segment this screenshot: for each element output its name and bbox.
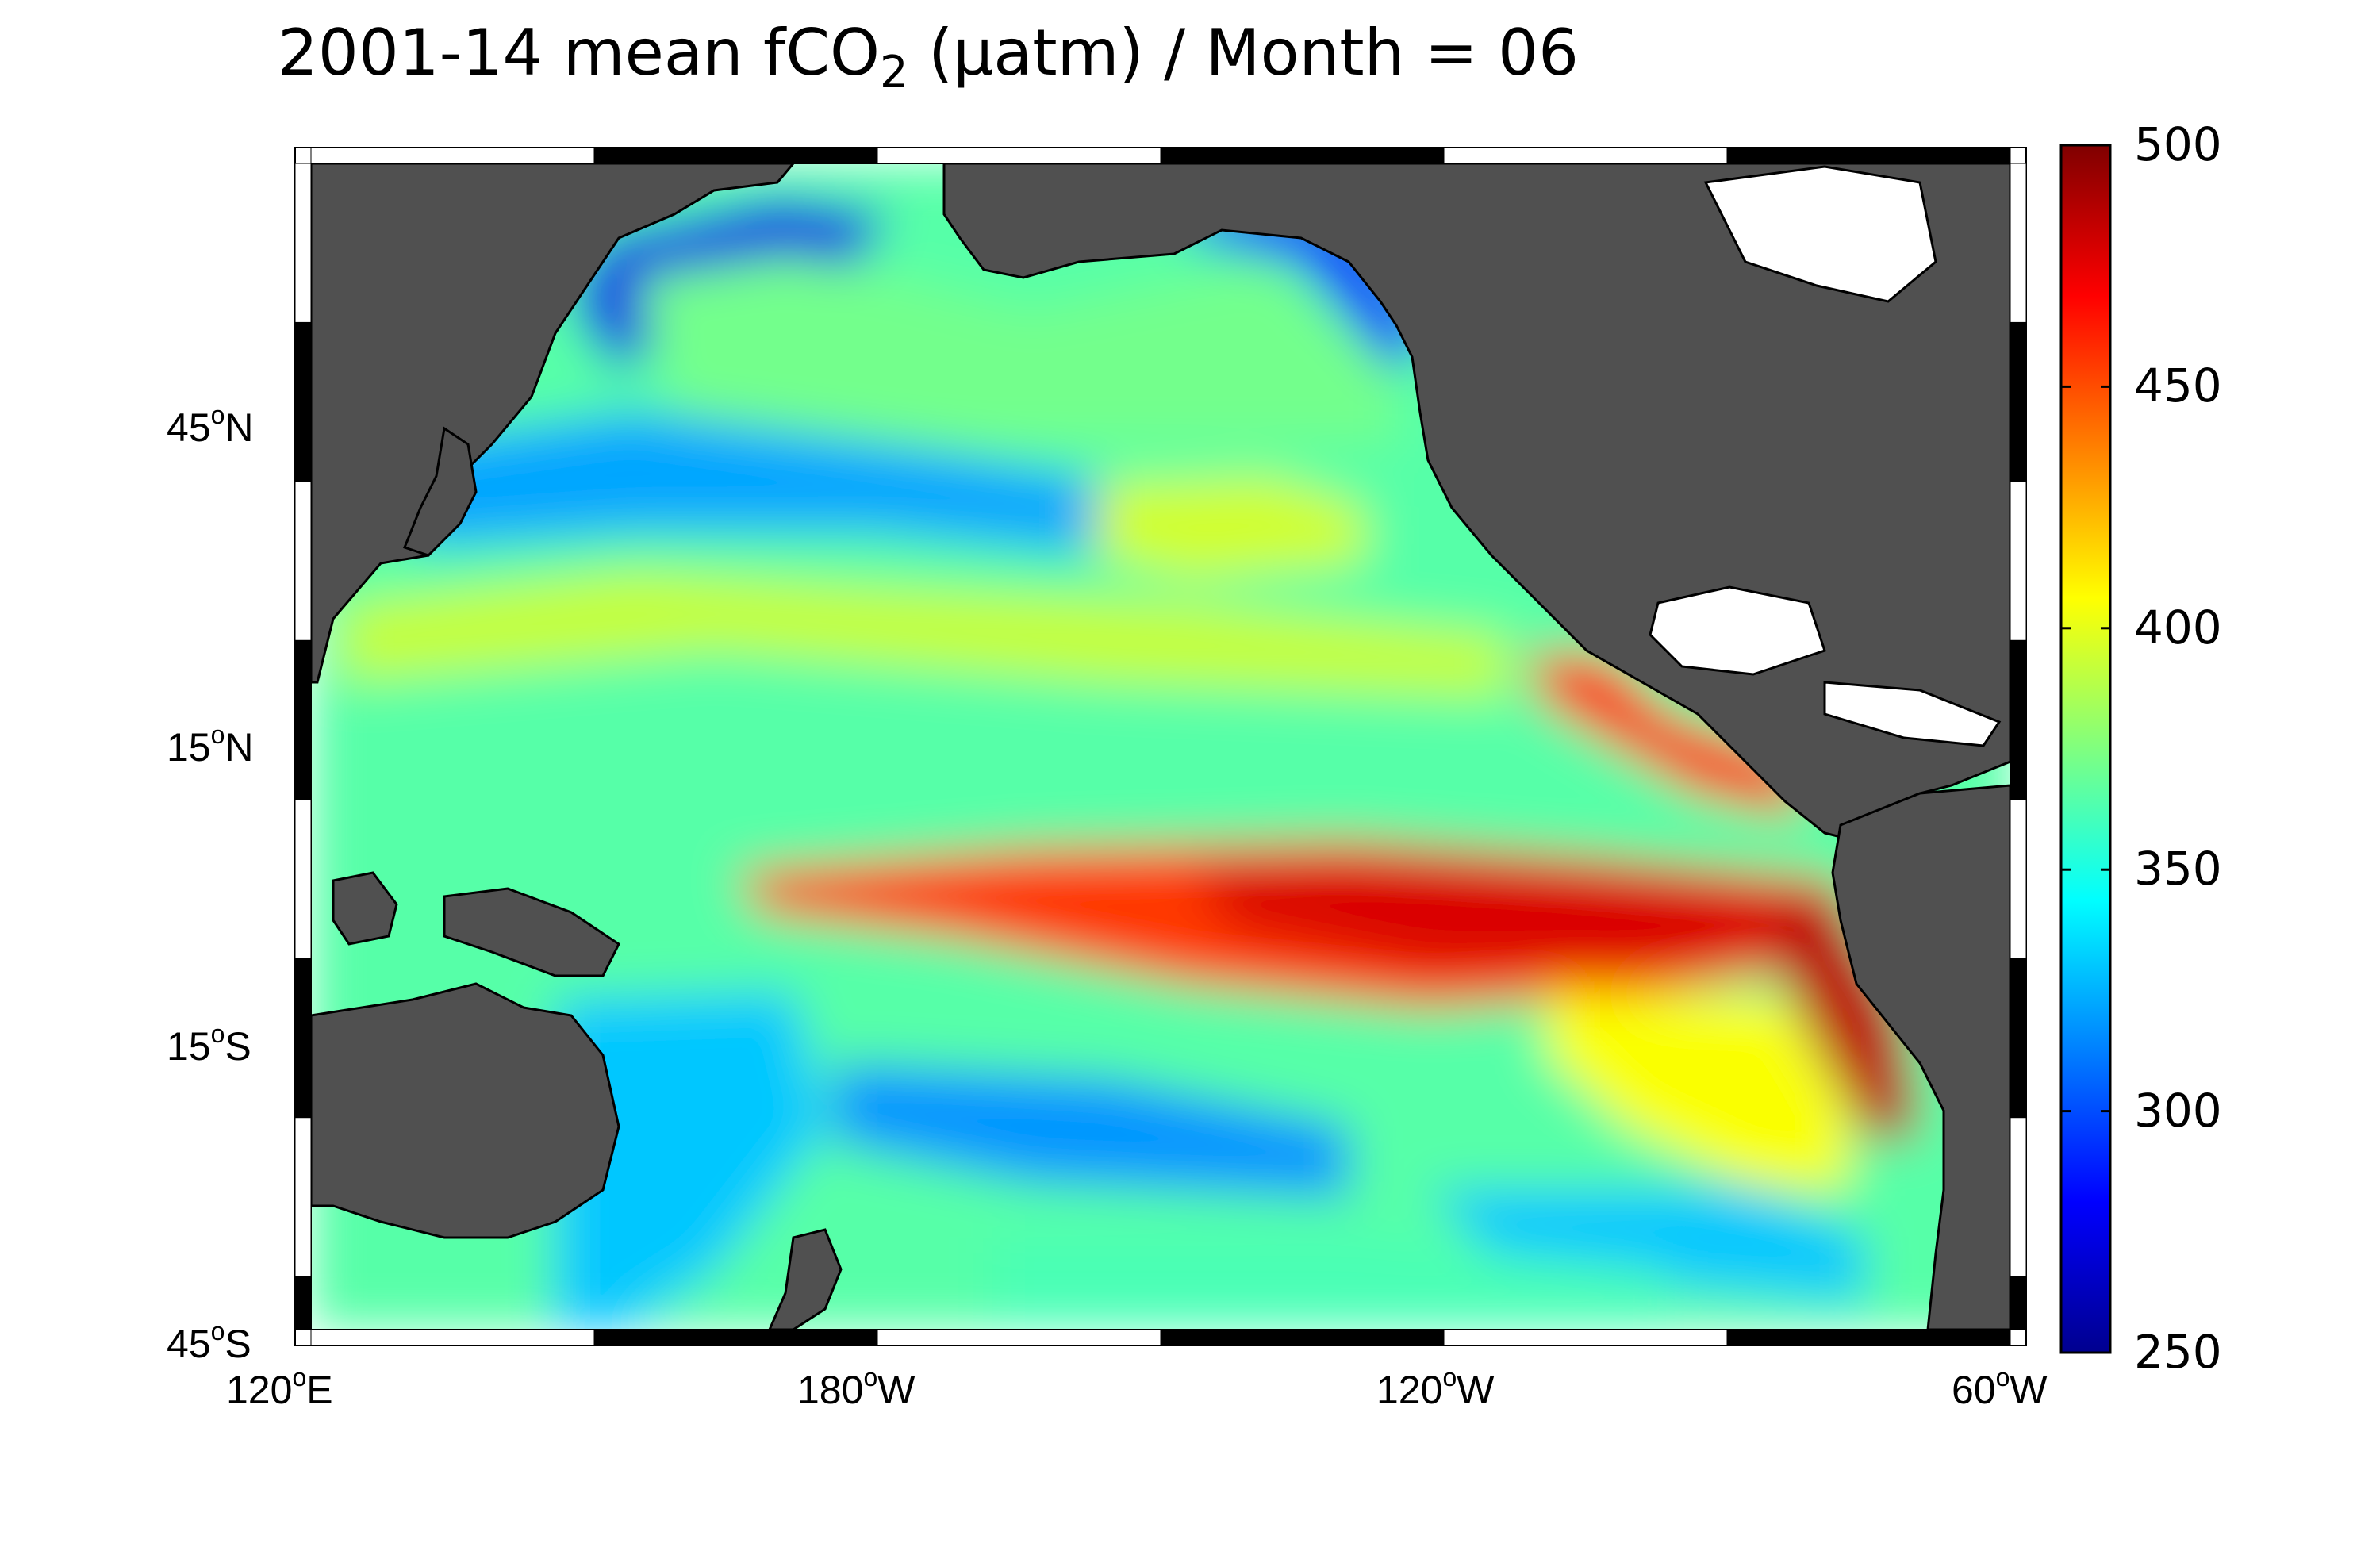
frame-segment-right [2010,321,2027,482]
frame-segment-right [2010,1117,2027,1277]
new-guinea-land [443,887,620,977]
lon-tick-label: 180oW [797,1363,916,1412]
frame-segment-bottom [310,1329,595,1346]
frame-segment-top [310,147,595,164]
frame-segment-top [1726,147,2011,164]
new-zealand-land [768,1228,843,1330]
frame-segment-top [593,147,878,164]
map-frame [294,147,2027,1346]
borneo-land [332,871,398,946]
frame-segment-right [2010,1276,2027,1330]
colorbar-tick-label: 400 [2134,600,2222,654]
frame-segment-left [294,1117,312,1277]
canada-interior-missing [1703,165,1937,303]
frame-segment-bottom [593,1329,878,1346]
lon-tick-label: 120oW [1376,1363,1495,1412]
plot-area [311,163,2010,1330]
subtrop-25n-high [341,571,1507,698]
colorbar-tick-label: 450 [2134,359,2222,413]
frame-segment-left [294,1276,312,1330]
lat-tick-label: 15oS [167,1019,251,1069]
colorbar-gradient [2059,144,2112,1354]
japan-land [403,426,478,557]
equatorial-core [1190,857,1825,968]
subpolar-mid [635,254,1396,444]
frame-segment-left [294,163,312,323]
colorbar-tick-label: 250 [2134,1325,2222,1379]
mexico-gulf-missing [1649,585,1826,676]
frame-segment-right [2010,481,2027,641]
north-40n-low [413,413,1127,555]
caribbean-missing [1823,681,2002,747]
lon-tick-label: 60oW [1952,1363,2048,1412]
land-masses [311,163,2010,1330]
frame-segment-right [2010,958,2027,1119]
south-30s-low [833,1063,1349,1198]
south-40s-mid [992,1238,1666,1330]
frame-segment-left [294,799,312,959]
frame-segment-top [1443,147,1728,164]
south-america-land [1831,784,2010,1330]
peru-coast-red [1777,896,1920,1142]
frame-segment-bottom [1726,1329,2011,1346]
colorbar-tick-label: 500 [2134,117,2222,171]
australia-land [311,982,620,1239]
frame-segment-right [2010,639,2027,800]
colorbar-tick-label: 350 [2134,842,2222,896]
frame-segment-left [294,321,312,482]
north-east-high [1095,476,1365,579]
asia-land [311,163,795,684]
frame-segment-left [294,958,312,1119]
lon-tick-label: 120oE [226,1363,333,1412]
map-title: 2001-14 mean fCO2 (μatm) / Month = 06 [278,16,1579,98]
west-south-low [555,992,825,1330]
colorbar [2059,144,2112,1354]
frame-segment-top [877,147,1161,164]
frame-segment-bottom [1160,1329,1445,1346]
frame-segment-bottom [877,1329,1161,1346]
frame-segment-right [2010,163,2027,323]
frame-segment-top [1160,147,1445,164]
lat-tick-label: 15oN [167,720,254,770]
lat-tick-label: 45oS [167,1317,251,1366]
frame-segment-left [294,639,312,800]
frame-segment-right [2010,799,2027,959]
frame-segment-left [294,481,312,641]
colorbar-tick-label: 300 [2134,1083,2222,1138]
lat-tick-label: 45oN [167,401,254,450]
mexico-coast-red [1531,651,1801,817]
southeast-high [1547,992,1848,1190]
south-east-blue [1428,1190,1864,1301]
frame-segment-bottom [1443,1329,1728,1346]
